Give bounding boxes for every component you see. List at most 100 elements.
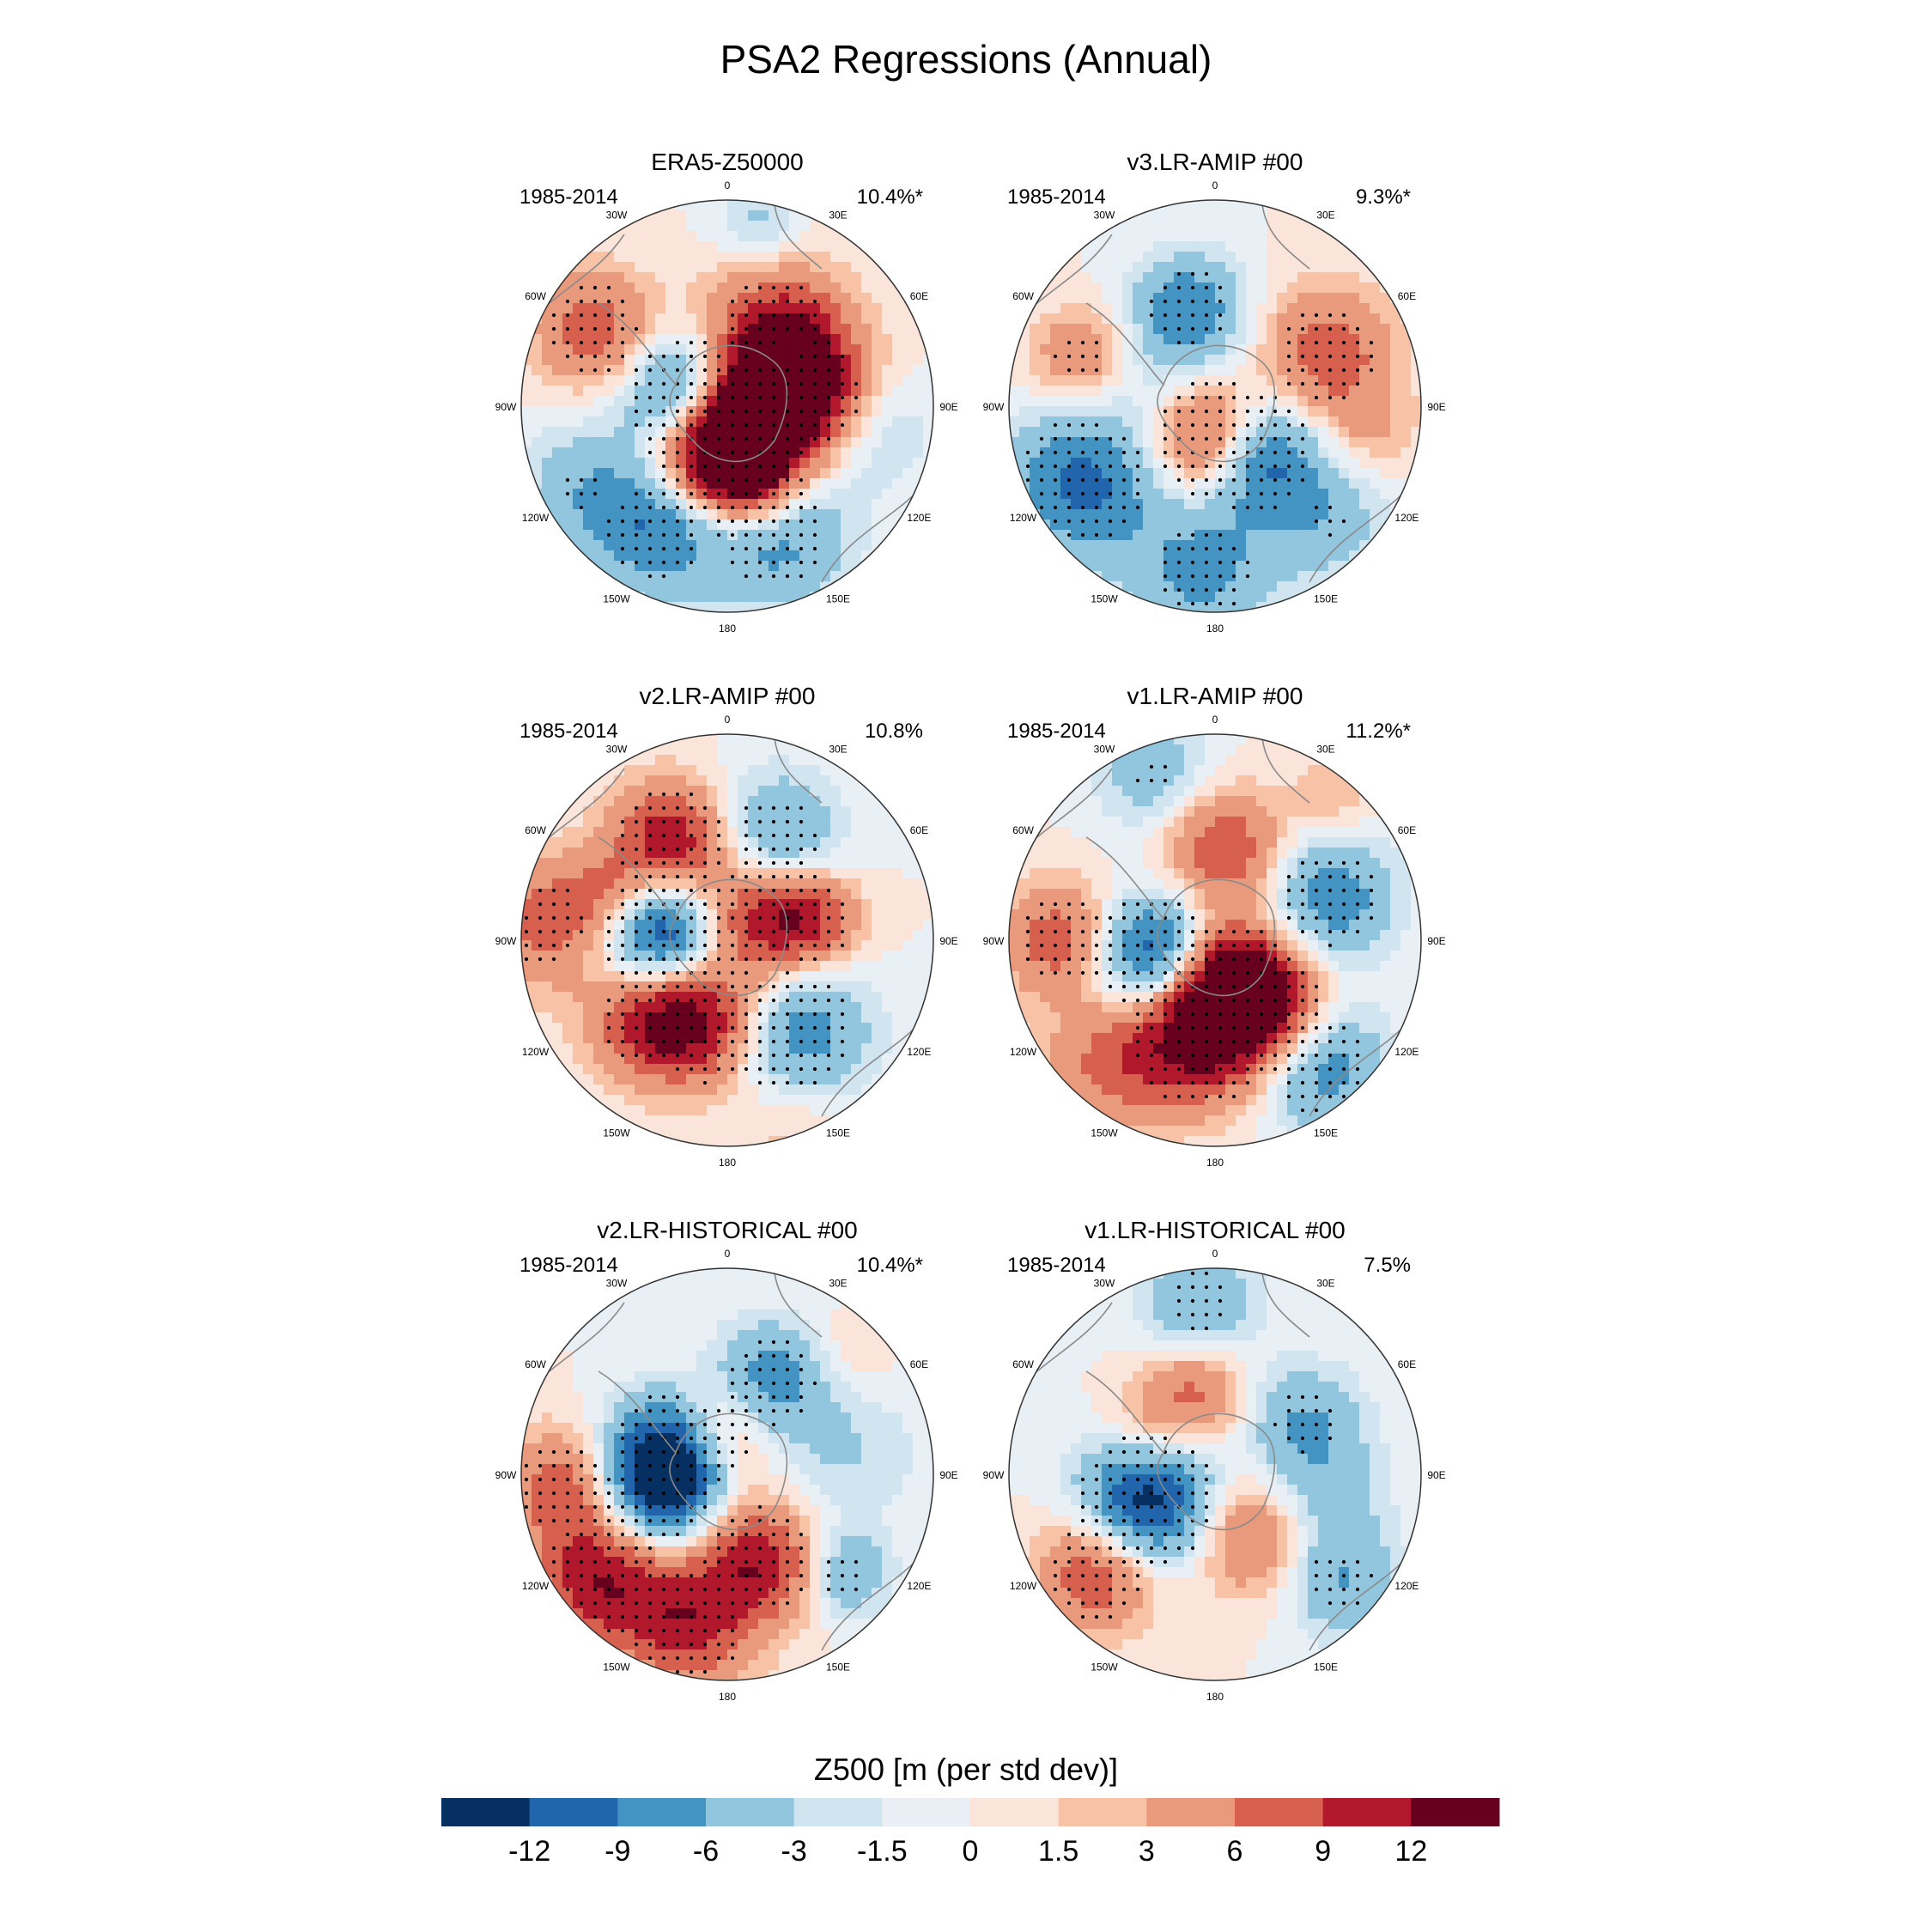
longitude-label: 150E (1314, 1661, 1338, 1673)
panel-variance-pct: 10.4%* (857, 185, 923, 209)
map-panel: ERA5-Z50000 1985-2014 10.4%* 0 30E 60E 90E 120E… (495, 149, 958, 635)
longitude-label: 120W (1010, 1580, 1037, 1592)
colorbar-tick-label: 12 (1394, 1835, 1427, 1868)
longitude-label: 180 (1206, 1691, 1224, 1703)
longitude-label: 120E (1394, 1580, 1419, 1592)
longitude-label: 150W (603, 1661, 630, 1673)
colorbar-tick-label: -3 (781, 1835, 807, 1868)
longitude-label: 0 (725, 179, 731, 191)
longitude-label: 0 (725, 714, 731, 726)
africa-coastline (774, 1272, 823, 1338)
longitude-label: 60W (1012, 290, 1034, 302)
colorbar-tick-label: 1.5 (1038, 1835, 1078, 1868)
panel-period: 1985-2014 (1007, 720, 1106, 743)
figure-title: PSA2 Regressions (Annual) (720, 37, 1212, 82)
antarctica-coastline (1157, 1413, 1276, 1531)
antarctica-coastline (669, 878, 788, 997)
map-outline (1008, 199, 1422, 613)
longitude-label: 90W (983, 1469, 1005, 1481)
longitude-label: 30W (606, 210, 628, 222)
australia-coastline (1309, 1021, 1409, 1117)
panel-period: 1985-2014 (1007, 1254, 1106, 1277)
longitude-label: 150E (826, 1127, 850, 1139)
panel-title: v1.LR-AMIP #00 (1127, 683, 1303, 709)
map-field: 0 30E 60E 90E 120E 150E 180 150W 120W 90W 60W 30W (983, 179, 1446, 635)
longitude-label: 150E (826, 592, 850, 605)
longitude-label: 60E (1398, 290, 1416, 302)
colorbar-box (1411, 1798, 1500, 1826)
longitude-label: 30E (1316, 210, 1334, 222)
colorbar-box (441, 1798, 531, 1826)
colorbar-tick-label: -6 (693, 1835, 719, 1868)
colorbar-tick-label: 6 (1227, 1835, 1243, 1868)
colorbar-box (1235, 1798, 1324, 1826)
longitude-label: 0 (1212, 1248, 1218, 1260)
longitude-label: 180 (1206, 623, 1224, 635)
longitude-label: 30E (829, 744, 847, 756)
longitude-label: 150W (603, 592, 630, 605)
longitude-label: 90E (1427, 935, 1445, 947)
africa-coastline (1261, 1272, 1310, 1338)
longitude-label: 90E (939, 401, 957, 413)
longitude-label: 180 (1206, 1157, 1224, 1169)
antarctica-coastline (1157, 344, 1276, 463)
panel-title: v2.LR-HISTORICAL #00 (597, 1217, 857, 1243)
antarctica-coastline (1157, 878, 1276, 997)
longitude-label: 0 (725, 1248, 731, 1260)
longitude-label: 60E (910, 1358, 928, 1370)
map-field: 0 30E 60E 90E 120E 150E 180 150W 120W 90W 60W 30W (983, 714, 1446, 1169)
map-outline (1008, 733, 1422, 1147)
panel-variance-pct: 10.8% (865, 720, 923, 743)
longitude-label: 90E (939, 1469, 957, 1481)
map-panel: v2.LR-HISTORICAL #00 1985-2014 10.4%* 0 30E 6… (495, 1217, 958, 1703)
longitude-label: 30W (1094, 1278, 1115, 1290)
australia-coastline (1309, 1555, 1409, 1651)
africa-coastline (774, 204, 823, 270)
map-panel: v2.LR-AMIP #00 1985-2014 10.8% 0 30E 60E 90E 12… (495, 683, 958, 1169)
antarctic-peninsula-coastline (1085, 302, 1164, 386)
longitude-label: 90E (1427, 401, 1445, 413)
longitude-label: 120W (522, 1046, 550, 1058)
antarctic-peninsula-coastline (1085, 1370, 1164, 1454)
map-field: 0 30E 60E 90E 120E 150E 180 150W 120W 90W 60W 30W (495, 179, 958, 635)
longitude-label: 90W (983, 401, 1005, 413)
longitude-label: 150W (1091, 592, 1118, 605)
longitude-label: 60W (525, 290, 546, 302)
longitude-label: 180 (719, 1691, 736, 1703)
longitude-label: 60W (525, 824, 546, 836)
longitude-label: 180 (719, 1157, 736, 1169)
panel-title: ERA5-Z50000 (651, 149, 803, 175)
map-panel: v1.LR-AMIP #00 1985-2014 11.2%* 0 30E 60E 90E 1… (983, 683, 1446, 1169)
colorbar-box (882, 1798, 971, 1826)
colorbar-label: Z500 [m (per std dev)] (814, 1752, 1118, 1787)
colorbar-tick-label: -9 (605, 1835, 630, 1868)
longitude-label: 90W (495, 1469, 517, 1481)
antarctic-peninsula-coastline (598, 836, 677, 920)
antarctic-peninsula-coastline (598, 302, 677, 386)
longitude-label: 150W (603, 1127, 630, 1139)
longitude-label: 180 (719, 623, 736, 635)
longitude-label: 90W (983, 935, 1005, 947)
antarctic-peninsula-coastline (1085, 836, 1164, 920)
panel-period: 1985-2014 (519, 720, 618, 743)
colorbar-box (617, 1798, 707, 1826)
longitude-label: 30W (1094, 744, 1115, 756)
colorbar: Z500 [m (per std dev)] -12 -9 -6 -3 -1.5 0 1.5… (441, 1752, 1500, 1868)
longitude-label: 120E (1394, 512, 1419, 524)
panel-variance-pct: 10.4%* (857, 1254, 923, 1277)
colorbar-box (970, 1798, 1060, 1826)
longitude-label: 150W (1091, 1127, 1118, 1139)
longitude-label: 30E (1316, 744, 1334, 756)
colorbar-tick-label: 3 (1139, 1835, 1155, 1868)
longitude-label: 120W (522, 1580, 550, 1592)
longitude-label: 150E (826, 1661, 850, 1673)
australia-coastline (821, 1555, 921, 1651)
longitude-label: 60W (525, 1358, 546, 1370)
antarctica-coastline (669, 344, 788, 463)
antarctica-coastline (669, 1413, 788, 1531)
longitude-label: 60W (1012, 1358, 1034, 1370)
map-field: 0 30E 60E 90E 120E 150E 180 150W 120W 90W 60W 30W (495, 714, 958, 1169)
longitude-label: 60W (1012, 824, 1034, 836)
colorbar-box (706, 1798, 795, 1826)
